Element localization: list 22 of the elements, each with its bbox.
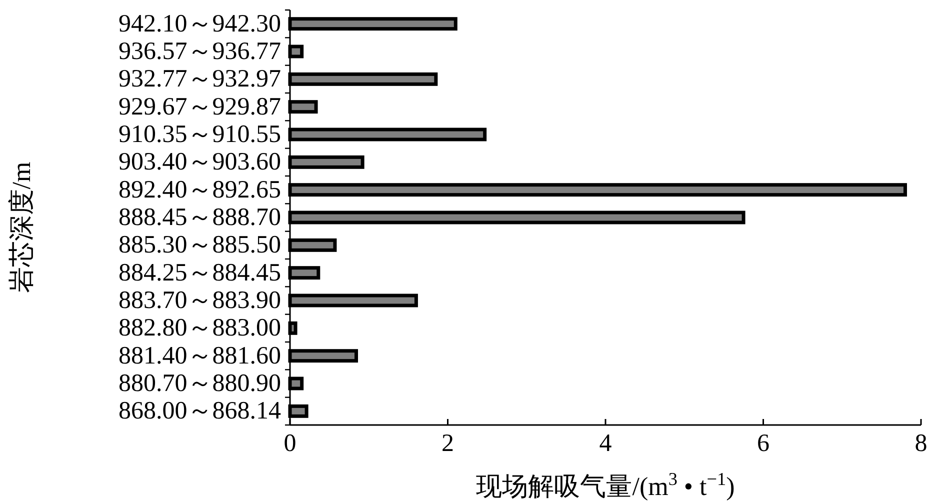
y-tick-label: 881.40～881.60: [118, 342, 281, 370]
y-tick-label: 868.00～868.14: [118, 398, 282, 425]
y-tick-label: 882.80～883.00: [118, 314, 281, 342]
x-axis-title: 现场解吸气量/(m$^{3}$ • t$^{−1}$): [476, 469, 735, 501]
y-axis-title: 岩芯深度/m: [7, 162, 36, 294]
x-tick-label: 0: [284, 430, 296, 457]
y-tick-label: 885.30～885.50: [118, 232, 281, 259]
x-tick-label: 2: [442, 430, 454, 457]
y-tick-label: 884.25～884.45: [118, 259, 281, 286]
x-tick-label: 6: [757, 430, 770, 457]
y-tick-label: 910.35～910.55: [118, 121, 281, 148]
y-tick-label: 929.67～929.87: [118, 93, 281, 120]
y-tick-label: 883.70～883.90: [118, 287, 281, 314]
y-tick-label: 888.45～888.70: [118, 204, 281, 231]
x-tick-label: 4: [599, 430, 612, 457]
y-tick-label: 880.70～880.90: [118, 370, 281, 397]
y-tick-label: 892.40～892.65: [118, 176, 281, 204]
y-tick-label: 932.77～932.97: [118, 66, 281, 93]
x-tick-label: 8: [914, 430, 928, 457]
y-tick-label: 903.40～903.60: [118, 148, 281, 176]
y-tick-label: 942.10～942.30: [118, 10, 281, 38]
y-tick-label: 936.57～936.77: [118, 38, 281, 65]
